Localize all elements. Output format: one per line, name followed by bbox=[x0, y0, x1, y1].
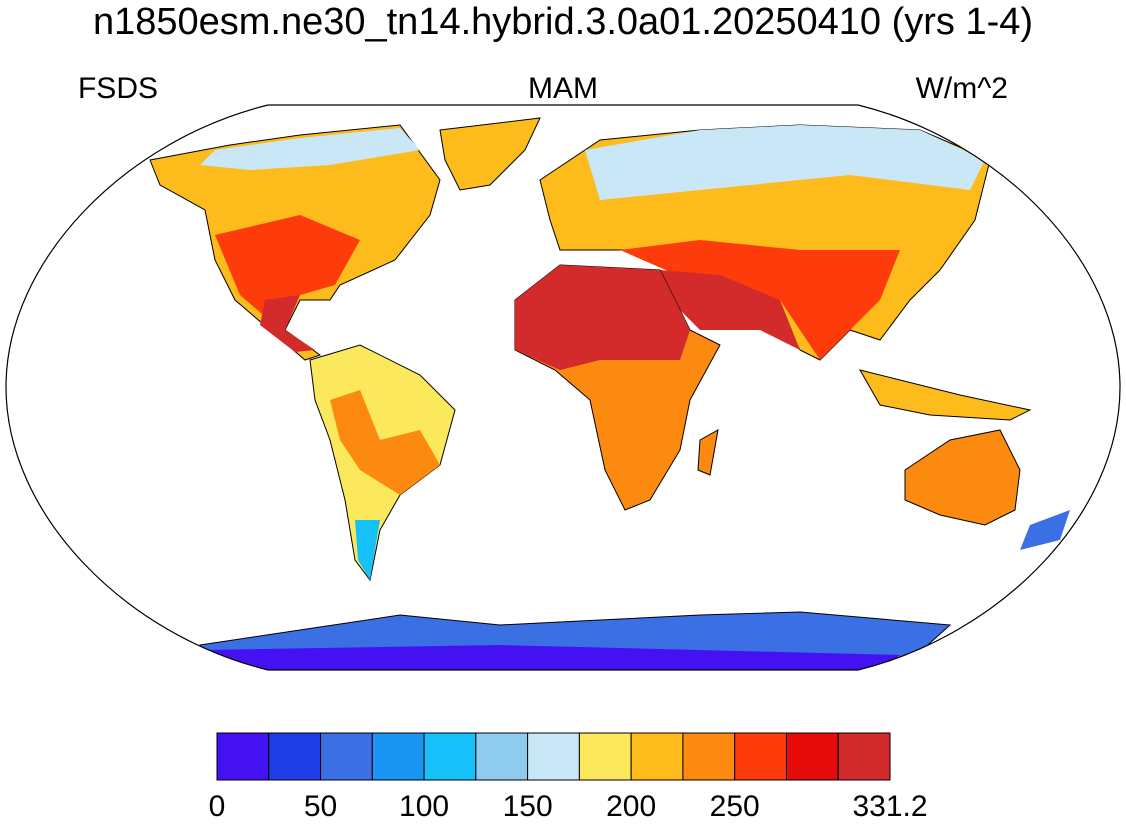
colorbar-tick-label: 150 bbox=[503, 790, 553, 821]
colorbar-tick-label: 0 bbox=[209, 790, 226, 821]
colorbar-tick-label: 100 bbox=[399, 790, 449, 821]
sahara bbox=[515, 265, 690, 370]
units-label: W/m^2 bbox=[916, 72, 1008, 105]
patagonia bbox=[355, 520, 380, 580]
colorbar-box bbox=[268, 732, 322, 781]
colorbar-box bbox=[216, 732, 270, 781]
middle-east bbox=[660, 270, 800, 350]
colorbar-box bbox=[371, 732, 425, 781]
mexico bbox=[260, 295, 315, 352]
colorbar: 0 50 100 150 200 250 331.2 bbox=[209, 732, 928, 823]
asia-south bbox=[620, 240, 900, 360]
south-america-center bbox=[330, 390, 440, 495]
eurasia-north bbox=[585, 125, 985, 200]
colorbar-tick-label: 200 bbox=[606, 790, 656, 821]
antarctica-interior bbox=[200, 645, 900, 670]
colorbar-tick-label: 250 bbox=[710, 790, 760, 821]
colorbar-box bbox=[527, 732, 580, 781]
colorbar-box bbox=[734, 732, 787, 781]
madagascar bbox=[697, 429, 719, 476]
australia bbox=[904, 429, 1021, 526]
north-america-south bbox=[215, 215, 360, 325]
colorbar-box bbox=[320, 732, 373, 781]
colorbar-box bbox=[682, 732, 736, 781]
map-border bbox=[5, 104, 1121, 671]
colorbar-box bbox=[785, 732, 839, 781]
colorbar-box bbox=[423, 732, 477, 781]
season-label: MAM bbox=[528, 72, 598, 105]
title: n1850esm.ne30_tn14.hybrid.3.0a01.2025041… bbox=[93, 1, 1033, 43]
colorbar-box bbox=[475, 732, 529, 781]
colorbar-tick-label: 331.2 bbox=[852, 790, 927, 821]
greenland bbox=[439, 117, 541, 191]
new-zealand bbox=[1020, 510, 1070, 550]
variable-label: FSDS bbox=[78, 72, 158, 105]
colorbar-box bbox=[837, 732, 891, 781]
north-america-arctic bbox=[200, 128, 420, 170]
map-field bbox=[149, 117, 1070, 670]
colorbar-tick-label: 50 bbox=[304, 790, 337, 821]
colorbar-box bbox=[630, 732, 684, 781]
indonesia bbox=[858, 369, 1032, 421]
colorbar-box bbox=[578, 732, 632, 781]
